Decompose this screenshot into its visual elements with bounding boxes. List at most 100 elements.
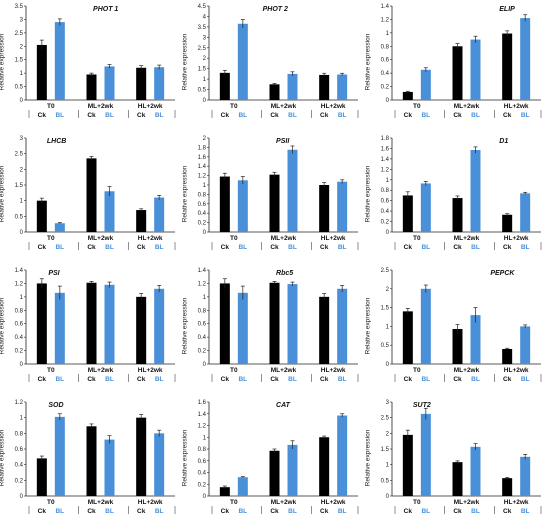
chart-title: PSII — [276, 138, 290, 145]
y-tick-label: 0.2 — [381, 220, 390, 226]
y-tick-label: 1.5 — [381, 306, 390, 312]
series-label-bl: BL — [288, 508, 297, 515]
x-group-label: HL+2wk — [321, 235, 346, 242]
bar-bl-t0 — [420, 413, 431, 496]
y-tick-label: 0.8 — [198, 308, 207, 314]
series-label-ck: Ck — [87, 244, 96, 251]
bar-ck-t0 — [36, 200, 47, 232]
y-tick-label: 2.5 — [198, 46, 207, 52]
y-tick-label: 0 — [20, 98, 24, 104]
chart-title: SUT2 — [412, 402, 431, 409]
series-label-bl: BL — [105, 376, 114, 383]
bar-ck-t0 — [219, 487, 230, 496]
y-tick-label: 1 — [20, 416, 24, 422]
bar-ck-t0 — [36, 44, 47, 100]
series-label-ck: Ck — [87, 112, 96, 119]
y-tick-label: 1.2 — [198, 174, 207, 180]
y-tick-label: 0.4 — [15, 463, 24, 469]
y-tick-label: 3 — [203, 35, 207, 41]
series-label-ck: Ck — [503, 112, 512, 119]
series-label-bl: BL — [421, 508, 430, 515]
error-bar — [222, 172, 227, 180]
bar-bl-t0 — [54, 292, 65, 364]
y-tick-label: 1 — [386, 178, 390, 184]
y-tick-label: 0.6 — [15, 447, 24, 453]
series-label-bl: BL — [55, 508, 64, 515]
panel-psii: Relative expression PSII 0 0.2 0.4 0.6 0.8 1 1.2… — [182, 132, 366, 264]
bar-bl-ml2wk — [287, 284, 298, 364]
y-tick-label: 0.4 — [198, 211, 207, 217]
x-group-label: ML+2wk — [88, 499, 114, 506]
bar-ck-t0 — [36, 283, 47, 364]
series-label-bl: BL — [338, 112, 347, 119]
y-tick-label: 1.2 — [381, 17, 390, 23]
y-tick-label: 2 — [203, 56, 207, 62]
x-group-label: HL+2wk — [504, 103, 529, 110]
y-tick-label: 1.4 — [381, 4, 390, 10]
error-bar — [505, 30, 510, 37]
bar-bl-t0 — [237, 180, 248, 232]
panel-pepck: Relative expression PEPCK 0 0.5 1 1.5 2 2.5 T0 Ck… — [365, 264, 549, 396]
x-group-label: ML+2wk — [88, 103, 114, 110]
series-label-ck: Ck — [137, 376, 146, 383]
error-bar — [272, 83, 277, 86]
series-label-bl: BL — [288, 112, 297, 119]
error-bar — [455, 43, 460, 49]
bar-ck-hl2wk — [136, 210, 147, 232]
x-group-label: T0 — [47, 235, 55, 242]
bar-ck-ml2wk — [86, 158, 97, 232]
panel-phot1: Relative expression PHOT 1 0 0.5 1 1.5 2 2.5 3 3.… — [0, 0, 183, 132]
series-label-ck: Ck — [221, 112, 230, 119]
bar-bl-ml2wk — [104, 439, 115, 496]
y-tick-label: 1.6 — [198, 400, 207, 406]
series-label-ck: Ck — [503, 508, 512, 515]
series-label-ck: Ck — [38, 112, 47, 119]
y-tick-label: 1 — [203, 77, 207, 83]
error-bar — [405, 429, 410, 440]
panel-phot2: Relative expression PHOT 2 0 0.5 1 1.5 2 2.5 3 3.… — [182, 0, 366, 132]
panel-sod: Relative expression SOD 0 0.2 0.4 0.6 0.8 1 1.2 T… — [0, 396, 183, 528]
series-label-bl: BL — [105, 112, 114, 119]
y-tick-label: 2 — [386, 431, 390, 437]
error-bar — [340, 285, 345, 293]
bar-bl-t0 — [420, 288, 431, 364]
x-group-label: ML+2wk — [88, 235, 114, 242]
series-label-bl: BL — [471, 376, 480, 383]
x-group-label: T0 — [413, 499, 421, 506]
error-bar — [89, 423, 94, 429]
y-tick-label: 0.5 — [15, 214, 24, 220]
y-tick-label: 0 — [203, 98, 207, 104]
series-label-bl: BL — [238, 508, 247, 515]
bar-ck-ml2wk — [86, 74, 97, 100]
error-bar — [222, 278, 227, 289]
y-tick-label: 1.4 — [381, 157, 390, 163]
bar-bl-hl2wk — [337, 415, 348, 496]
bar-ck-hl2wk — [502, 348, 513, 364]
bar-bl-t0 — [237, 23, 248, 101]
error-bar — [290, 145, 295, 154]
y-tick-label: 1 — [203, 183, 207, 189]
bar-bl-t0 — [54, 22, 65, 100]
y-tick-label: 0.8 — [198, 447, 207, 453]
y-tick-label: 1 — [203, 295, 207, 301]
series-label-bl: BL — [238, 112, 247, 119]
y-tick-label: 0 — [20, 230, 24, 236]
series-label-ck: Ck — [270, 244, 279, 251]
y-tick-label: 1.2 — [198, 281, 207, 287]
bar-bl-hl2wk — [520, 326, 531, 364]
x-group-label: T0 — [230, 103, 238, 110]
error-bar — [89, 281, 94, 285]
y-tick-label: 0.2 — [198, 349, 207, 355]
error-bar — [139, 293, 144, 301]
error-bar — [39, 278, 44, 289]
x-group-label: T0 — [47, 367, 55, 374]
bar-ck-t0 — [402, 434, 413, 496]
bar-ck-hl2wk — [502, 478, 513, 496]
bar-bl-t0 — [237, 477, 248, 496]
error-bar — [340, 179, 345, 184]
error-bar — [473, 307, 478, 323]
y-tick-label: 1 — [386, 324, 390, 330]
y-tick-label: 1.2 — [198, 424, 207, 430]
